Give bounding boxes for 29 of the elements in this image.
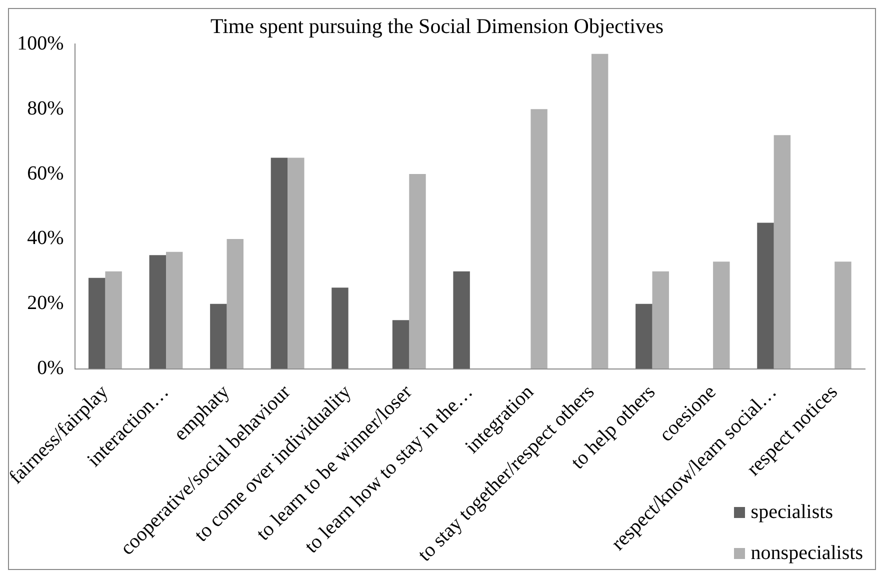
bar (409, 174, 426, 369)
bar (149, 255, 166, 369)
bar (757, 222, 774, 369)
bar (713, 262, 730, 369)
y-tick-label: 20% (27, 292, 64, 314)
bar (88, 278, 106, 369)
y-tick-label: 60% (27, 162, 64, 184)
bar (453, 271, 470, 369)
bar (210, 304, 227, 369)
y-tick-label: 80% (27, 97, 64, 120)
bar (166, 252, 183, 369)
y-tick-label: 100% (17, 32, 64, 54)
bar (591, 54, 608, 369)
bar (636, 304, 652, 369)
bar (288, 158, 304, 369)
y-tick-label: 40% (27, 227, 64, 250)
bar (226, 238, 244, 369)
bar (530, 109, 548, 369)
y-tick-label: 0% (37, 357, 64, 380)
bar (834, 262, 852, 369)
legend-label: nonspecialists (750, 542, 863, 565)
bar (270, 158, 288, 369)
bar (332, 288, 348, 369)
bar (105, 271, 122, 369)
bar (392, 320, 410, 369)
chart-title: Time spent pursuing the Social Dimension Objectives (210, 14, 664, 38)
bar (774, 135, 791, 369)
legend-label: specialists (750, 501, 833, 524)
bar (652, 271, 669, 369)
